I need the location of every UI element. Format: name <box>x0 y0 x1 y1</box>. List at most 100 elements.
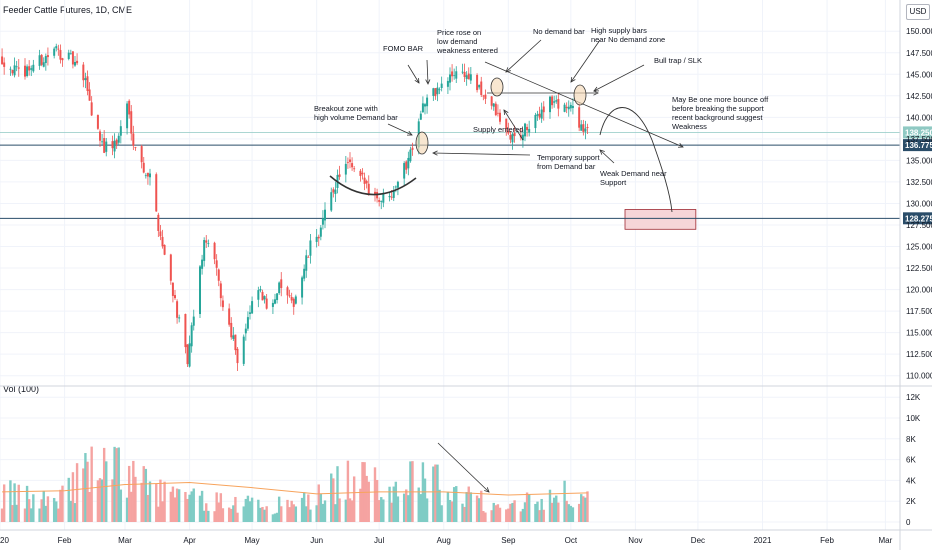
time-tick-label: Jul <box>374 536 384 545</box>
candle-body <box>9 68 12 70</box>
candle-body <box>69 53 72 55</box>
volume-tick-label: 2K <box>906 497 916 506</box>
bounce-note: before breaking the support <box>672 104 765 113</box>
candle-body <box>244 328 247 334</box>
candle-body <box>542 106 545 113</box>
trend-arrow-head <box>677 142 684 148</box>
volume-bar <box>513 500 516 522</box>
volume-bar <box>359 488 362 522</box>
candle-body <box>324 209 326 221</box>
volume-bar <box>271 514 275 522</box>
candle-body <box>484 94 487 99</box>
volume-bar <box>207 510 210 522</box>
volume-bar <box>407 495 410 522</box>
candle-body <box>249 312 251 314</box>
volume-bar <box>534 503 537 522</box>
candle-body <box>571 105 574 109</box>
candle-body <box>17 67 20 69</box>
volume-bar <box>105 461 108 522</box>
bull-trap-note: Bull trap / SLK <box>654 56 702 65</box>
volume-bar <box>113 446 116 522</box>
volume-bar <box>527 494 531 522</box>
volume-bar <box>315 505 318 522</box>
candle-body <box>159 231 162 237</box>
time-tick-label: Feb <box>58 536 72 545</box>
candle-body <box>176 301 179 318</box>
breakout-arrow <box>387 123 413 136</box>
volume-bar <box>134 476 137 522</box>
candle-body <box>403 163 406 179</box>
candle-body <box>490 96 493 106</box>
weak-demand-note: Support <box>600 178 627 187</box>
volume-bar <box>450 501 454 522</box>
price-tick-label: 120.000 <box>906 286 932 295</box>
volume-bar <box>542 509 545 522</box>
volume-bar <box>375 479 379 522</box>
candle-body <box>219 283 222 299</box>
candle-body <box>344 163 347 175</box>
bounce-note: May Be one more bounce off <box>672 95 769 104</box>
candle-body <box>88 89 91 101</box>
time-tick-label: Sep <box>501 536 516 545</box>
candle-body <box>338 174 341 177</box>
candle-body <box>142 162 145 173</box>
volume-bar <box>577 503 581 522</box>
candle-body <box>67 52 70 59</box>
volume-bar <box>321 503 325 522</box>
volume-bar <box>61 485 64 522</box>
candle-body <box>557 99 560 109</box>
target-box-layer <box>624 209 697 230</box>
volume-bar <box>125 497 129 522</box>
candle-body <box>290 296 293 301</box>
candle-body <box>509 134 512 140</box>
time-tick-label: May <box>245 536 260 545</box>
candle-body <box>144 175 147 177</box>
volume-bar <box>550 502 554 522</box>
candle-body <box>15 66 18 68</box>
volume-bar <box>480 490 483 522</box>
volume-bar <box>246 495 250 522</box>
volume-bar <box>119 489 123 522</box>
no-demand-arrow-head <box>505 67 511 73</box>
volume-bar <box>215 492 218 522</box>
candle-body <box>305 255 308 271</box>
volume-bar <box>323 500 327 522</box>
drawings <box>329 39 684 493</box>
volume-bar <box>13 483 16 522</box>
volume-bar <box>469 492 473 522</box>
breakout-arrow-head <box>406 130 413 136</box>
candle-body <box>232 335 235 339</box>
volume-bar <box>477 498 481 522</box>
volume-bar <box>2 484 6 522</box>
candle-body <box>582 124 585 132</box>
volume-bar <box>111 479 114 522</box>
candle-body <box>351 163 354 168</box>
currency-button[interactable]: USD <box>906 4 930 20</box>
volume-bar <box>221 508 225 522</box>
volume-bar <box>509 503 512 522</box>
candle-body <box>534 114 537 129</box>
time-tick-label: Mar <box>879 536 893 545</box>
candle-body <box>553 101 556 103</box>
volume-bar <box>492 502 495 522</box>
candle-body <box>105 141 108 152</box>
volume-bar <box>232 505 235 522</box>
candle-body <box>374 191 376 195</box>
candle-body <box>526 126 529 131</box>
candle-body <box>363 177 366 184</box>
candle-body <box>465 75 468 79</box>
volume-bar <box>388 486 391 522</box>
temp-support-arrow <box>432 152 531 156</box>
volume-bar <box>419 494 423 522</box>
candles <box>1 43 589 372</box>
candle-body <box>382 193 385 203</box>
no-demand-note: No demand bar <box>533 27 585 36</box>
candle-body <box>394 186 397 188</box>
volume-bar <box>71 472 75 522</box>
candle-body <box>409 149 412 162</box>
candle-body <box>203 239 206 261</box>
volume-bar <box>27 499 31 522</box>
candle-body <box>215 260 218 268</box>
volume-bar <box>90 446 93 522</box>
time-tick-label: Apr <box>183 536 196 545</box>
